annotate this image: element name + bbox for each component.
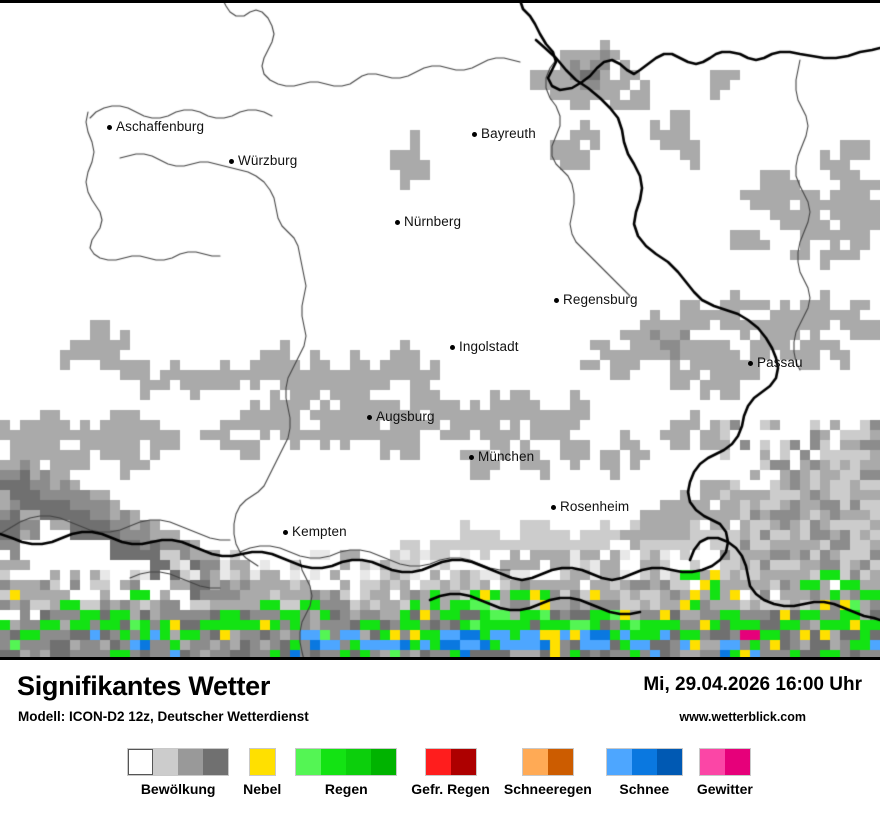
legend-snow-swatch-3 xyxy=(656,749,682,775)
legend-freezing-rain-swatches xyxy=(424,748,477,776)
legend-rain-swatch-1 xyxy=(296,749,322,775)
legend-snow-swatch-1 xyxy=(606,749,632,775)
city-dot-mnchen xyxy=(469,455,474,460)
legend-freezing-rain: Gefr. Regen xyxy=(411,748,490,797)
city-dot-regensburg xyxy=(554,298,559,303)
page-title: Signifikantes Wetter xyxy=(17,671,271,701)
legend-fog-swatches xyxy=(248,748,276,776)
city-dot-passau xyxy=(748,361,753,366)
legend-cloud-swatch-4 xyxy=(203,749,229,775)
legend-thunderstorm-label: Gewitter xyxy=(696,781,753,797)
city-label-mnchen: München xyxy=(478,449,535,464)
legend-rain: Regen xyxy=(295,748,398,797)
weather-map-canvas[interactable] xyxy=(0,0,880,660)
city-dot-bayreuth xyxy=(472,132,477,137)
legend-cloud: Bewölkung xyxy=(127,748,230,797)
city-label-bayreuth: Bayreuth xyxy=(481,126,536,141)
legend-snow-swatches xyxy=(605,748,683,776)
city-dot-wrzburg xyxy=(229,159,234,164)
legend-thunderstorm-swatch-1 xyxy=(699,749,725,775)
legend-cloud-swatches xyxy=(127,748,230,776)
city-label-regensburg: Regensburg xyxy=(563,292,638,307)
footer-panel: Signifikantes Wetter Modell: ICON-D2 12z… xyxy=(0,660,880,830)
city-label-rosenheim: Rosenheim xyxy=(560,499,630,514)
legend-cloud-label: Bewölkung xyxy=(140,781,216,797)
legend-rain-swatches xyxy=(295,748,398,776)
legend-fog: Nebel xyxy=(243,748,281,797)
legend-fog-swatch-1 xyxy=(249,749,275,775)
legend-rain-swatch-3 xyxy=(346,749,372,775)
legend-thunderstorm: Gewitter xyxy=(697,748,753,797)
legend-cloud-swatch-2 xyxy=(153,749,179,775)
city-dot-aschaffenburg xyxy=(107,125,112,130)
legend-cloud-swatch-3 xyxy=(178,749,204,775)
legend-fog-label: Nebel xyxy=(243,781,282,797)
legend-sleet-label: Schneeregen xyxy=(503,781,592,797)
map-panel[interactable]: Aschaffenburg Würzburg Bayreuth Nürnberg Reg… xyxy=(0,0,880,660)
city-dot-augsburg xyxy=(367,415,372,420)
forecast-datetime: Mi, 29.04.2026 16:00 Uhr xyxy=(643,674,862,695)
legend-snow-label: Schnee xyxy=(619,781,670,797)
legend: Bewölkung Nebel Regen Gefr. Regen Schneerege… xyxy=(0,748,880,797)
city-label-ingolstadt: Ingolstadt xyxy=(459,339,519,354)
city-dot-rosenheim xyxy=(551,505,556,510)
legend-rain-label: Regen xyxy=(324,781,368,797)
city-dot-nrnberg xyxy=(395,220,400,225)
website-url: www.wetterblick.com xyxy=(679,710,806,724)
city-label-kempten: Kempten xyxy=(292,524,347,539)
legend-rain-swatch-4 xyxy=(371,749,397,775)
legend-sleet-swatch-2 xyxy=(547,749,573,775)
model-subtitle: Modell: ICON-D2 12z, Deutscher Wetterdie… xyxy=(18,709,309,724)
legend-rain-swatch-2 xyxy=(321,749,347,775)
legend-sleet-swatches xyxy=(521,748,574,776)
city-label-nrnberg: Nürnberg xyxy=(404,214,462,229)
legend-thunderstorm-swatch-2 xyxy=(724,749,750,775)
city-label-augsburg: Augsburg xyxy=(376,409,435,424)
city-label-wrzburg: Würzburg xyxy=(238,153,298,168)
city-label-passau: Passau xyxy=(757,355,803,370)
city-dot-kempten xyxy=(283,530,288,535)
legend-sleet-swatch-1 xyxy=(522,749,548,775)
city-dot-ingolstadt xyxy=(450,345,455,350)
legend-freezing-rain-swatch-1 xyxy=(425,749,451,775)
legend-snow: Schnee xyxy=(605,748,683,797)
legend-thunderstorm-swatches xyxy=(698,748,751,776)
legend-sleet: Schneeregen xyxy=(504,748,592,797)
city-label-aschaffenburg: Aschaffenburg xyxy=(116,119,205,134)
legend-freezing-rain-label: Gefr. Regen xyxy=(411,781,490,797)
legend-cloud-swatch-1 xyxy=(128,749,154,775)
legend-snow-swatch-2 xyxy=(631,749,657,775)
legend-freezing-rain-swatch-2 xyxy=(450,749,476,775)
